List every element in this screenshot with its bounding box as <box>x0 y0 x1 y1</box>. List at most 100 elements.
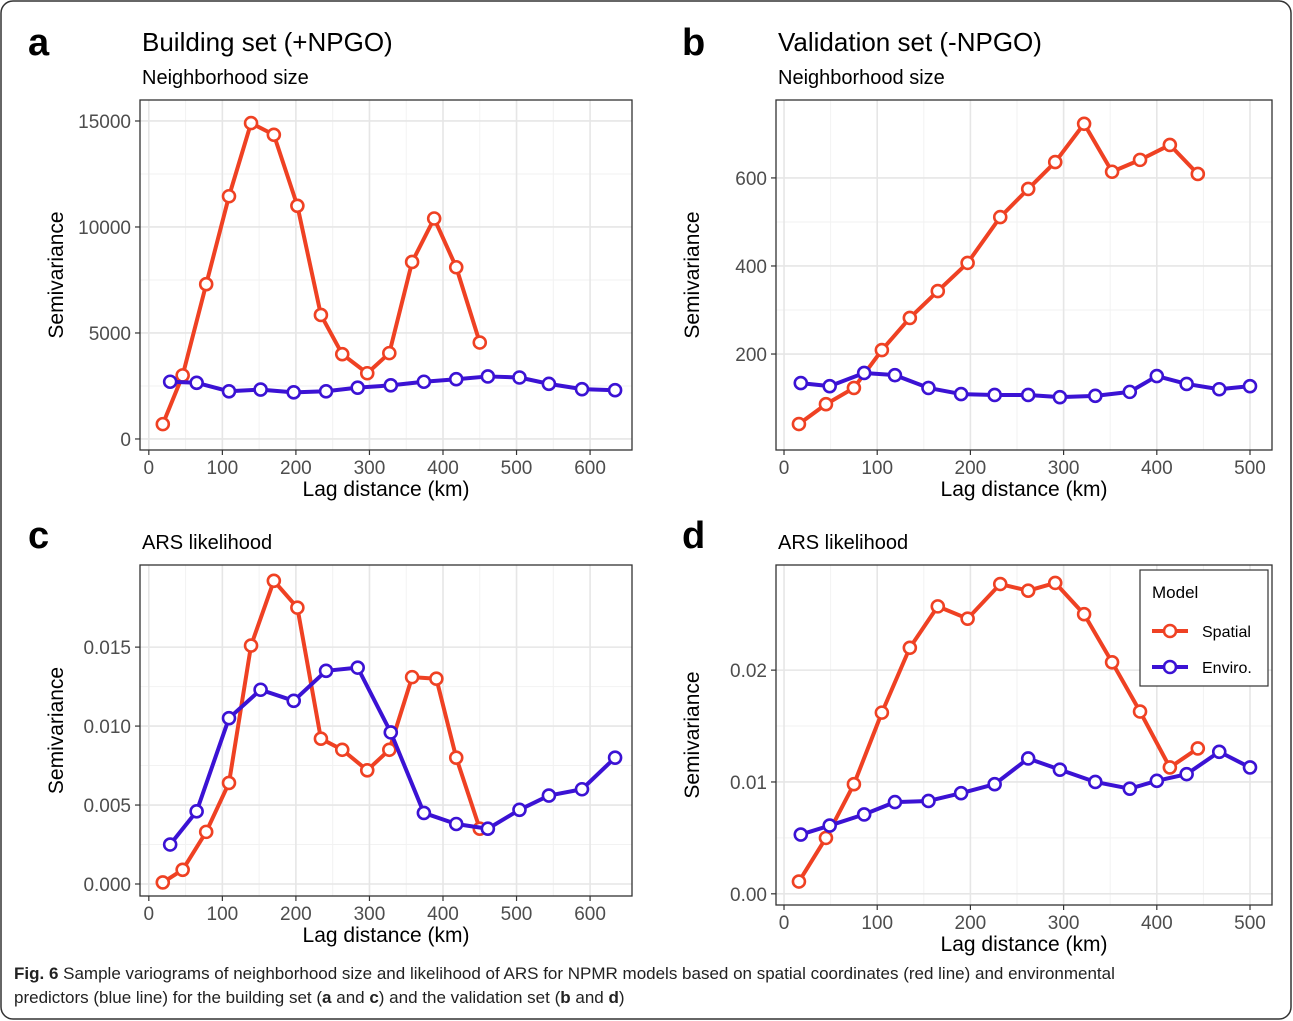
x-tick-label: 200 <box>955 458 987 479</box>
point <box>793 375 809 391</box>
x-tick-label: 400 <box>1141 458 1173 479</box>
point <box>987 776 1002 792</box>
legend-label: Spatial <box>1202 624 1251 641</box>
point <box>791 416 807 432</box>
caption: Fig. 6 Sample variograms of neighborhood… <box>14 962 1184 1010</box>
point <box>1076 606 1092 622</box>
point <box>253 682 268 698</box>
plot-border <box>775 99 1273 451</box>
point <box>448 371 464 387</box>
y-tick-label: 5000 <box>89 324 131 345</box>
x-tick-label: 200 <box>280 904 312 925</box>
x-axis-label: Lag distance (km) <box>303 924 470 947</box>
panel-letter: d <box>682 515 705 557</box>
point <box>155 875 171 890</box>
point <box>318 383 334 399</box>
point <box>290 600 305 615</box>
point <box>1162 760 1178 775</box>
point <box>607 382 623 398</box>
point <box>221 188 237 204</box>
point <box>1052 389 1068 405</box>
point <box>512 802 527 818</box>
point <box>404 254 420 270</box>
caption-text: ) <box>618 988 625 1007</box>
point <box>992 576 1008 592</box>
panel-title: ARS likelihood <box>142 532 272 554</box>
point <box>1020 751 1036 766</box>
point <box>198 276 214 292</box>
point <box>359 365 375 381</box>
point <box>383 725 399 740</box>
panel-letter: b <box>682 22 705 64</box>
x-tick-label: 100 <box>207 904 239 925</box>
y-tick-label: 200 <box>735 345 767 366</box>
x-tick-label: 400 <box>1141 913 1173 934</box>
point <box>822 378 837 394</box>
point <box>1020 583 1036 599</box>
x-tick-label: 200 <box>280 458 312 479</box>
point <box>334 346 350 362</box>
point <box>429 671 444 687</box>
legend-marker <box>1162 623 1178 639</box>
point <box>1242 378 1258 394</box>
point <box>791 874 807 889</box>
point <box>874 705 890 720</box>
panel-heading: Building set (+NPGO) <box>142 27 393 57</box>
point <box>1122 384 1138 400</box>
point <box>1104 164 1120 180</box>
point <box>1076 116 1092 132</box>
point <box>243 638 259 653</box>
point <box>1179 376 1194 392</box>
point <box>416 805 432 821</box>
plot-border <box>775 564 1273 906</box>
caption-text: Sample variograms of neighborhood size a… <box>14 964 1115 1007</box>
point <box>887 367 903 383</box>
y-tick-label: 400 <box>735 257 767 278</box>
caption-ref: c <box>369 988 379 1007</box>
point <box>856 807 872 822</box>
point <box>290 198 305 214</box>
legend-title: Model <box>1152 583 1198 602</box>
point <box>856 365 872 381</box>
x-tick-label: 0 <box>779 458 790 479</box>
y-tick-label: 0.000 <box>83 875 131 896</box>
caption-text: and <box>331 988 370 1007</box>
point <box>574 381 590 397</box>
point <box>382 742 397 758</box>
point <box>987 387 1002 403</box>
point <box>221 710 237 726</box>
point <box>286 385 302 400</box>
legend-label: Enviro. <box>1202 660 1252 677</box>
point <box>818 396 834 412</box>
point <box>818 830 834 846</box>
point <box>266 573 282 589</box>
plot-background <box>140 100 632 450</box>
point <box>383 378 399 393</box>
point <box>1242 760 1258 775</box>
x-tick-label: 300 <box>354 904 386 925</box>
panel-title: Neighborhood size <box>142 67 309 89</box>
y-tick-label: 0.010 <box>83 717 131 738</box>
panel-title: ARS likelihood <box>778 532 908 554</box>
y-tick-label: 0.01 <box>730 773 767 794</box>
y-tick-label: 0.02 <box>730 661 767 682</box>
x-tick-label: 500 <box>1234 458 1266 479</box>
x-tick-label: 400 <box>427 458 459 479</box>
point <box>350 660 365 675</box>
point <box>953 386 969 402</box>
x-tick-label: 600 <box>574 458 606 479</box>
point <box>266 127 282 143</box>
point <box>902 310 918 326</box>
point <box>512 370 527 385</box>
x-tick-label: 500 <box>501 458 533 479</box>
caption-ref: b <box>560 988 571 1007</box>
point <box>243 115 259 131</box>
point <box>607 750 623 765</box>
y-tick-label: 0.00 <box>730 885 767 906</box>
point <box>1132 152 1148 168</box>
point <box>846 776 862 792</box>
y-axis-label: Semivariance <box>681 671 704 798</box>
point <box>992 209 1008 225</box>
x-tick-label: 100 <box>861 458 893 479</box>
